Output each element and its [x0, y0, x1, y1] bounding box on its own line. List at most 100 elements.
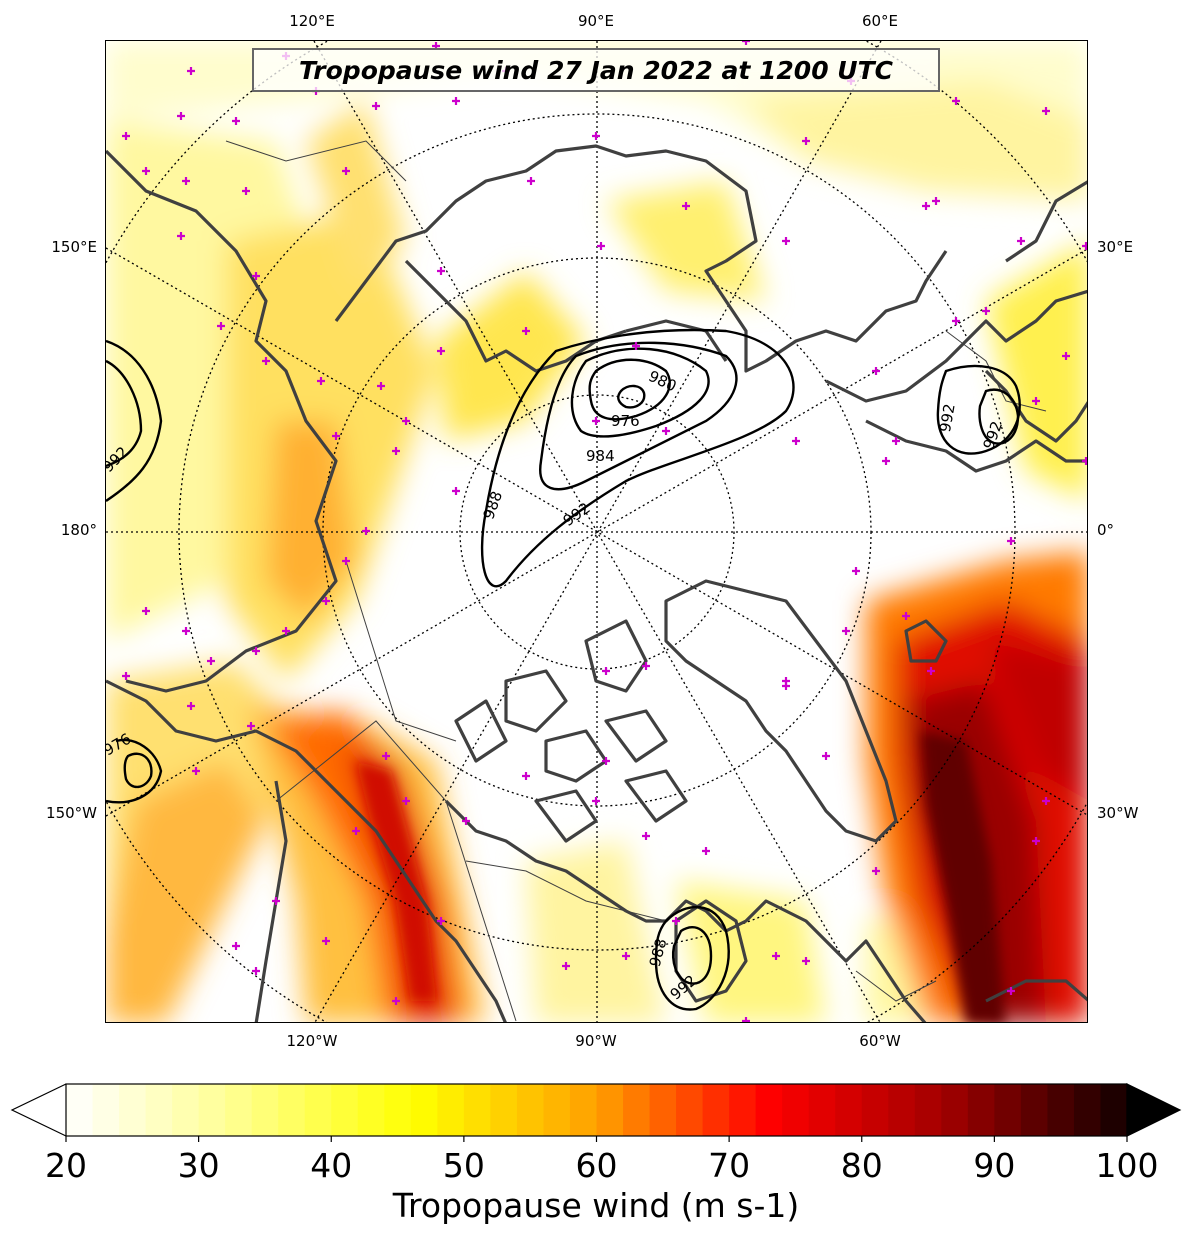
station-marker — [597, 242, 605, 250]
station-marker — [742, 41, 750, 45]
contour-label: 976 — [611, 412, 640, 430]
colorbar-cell — [729, 1084, 757, 1136]
station-marker — [142, 607, 150, 615]
colorbar-tick-label: 70 — [708, 1146, 751, 1185]
station-marker — [187, 702, 195, 710]
colorbar — [10, 1083, 1182, 1142]
station-marker — [1042, 107, 1050, 115]
colorbar-cell — [888, 1084, 916, 1136]
station-marker — [852, 567, 860, 575]
station-marker — [452, 97, 460, 105]
station-marker — [742, 1017, 750, 1022]
colorbar-cell — [1100, 1084, 1128, 1136]
station-marker — [1007, 537, 1015, 545]
station-markers — [122, 41, 1087, 1022]
station-marker — [247, 722, 255, 730]
bottom-tick-90w: 90°W — [575, 1032, 617, 1050]
station-marker — [392, 997, 400, 1005]
contour-label: 988 — [646, 936, 671, 968]
pressure-contours — [106, 328, 1021, 1011]
station-marker — [452, 487, 460, 495]
station-marker — [322, 937, 330, 945]
colorbar-cell — [569, 1084, 598, 1136]
colorbar-tick-label: 40 — [310, 1146, 353, 1185]
colorbar-cell — [410, 1084, 438, 1136]
station-marker — [802, 957, 810, 965]
station-marker — [217, 322, 225, 330]
station-marker — [177, 232, 185, 240]
contour-label: 984 — [586, 447, 615, 465]
station-marker — [602, 757, 610, 765]
colorbar-cell — [198, 1084, 226, 1136]
station-marker — [402, 797, 410, 805]
colorbar-cell — [251, 1084, 279, 1136]
station-marker — [602, 667, 610, 675]
top-tick-90e: 90°E — [577, 12, 615, 30]
right-tick-30e: 30°E — [1097, 238, 1134, 256]
station-marker — [1082, 457, 1087, 465]
borders — [225, 140, 1047, 1022]
station-marker — [1062, 352, 1070, 360]
station-marker — [262, 357, 270, 365]
colorbar-cell — [755, 1084, 783, 1136]
station-marker — [882, 457, 890, 465]
colorbar-cell — [463, 1084, 491, 1136]
station-marker — [232, 942, 240, 950]
station-marker — [322, 597, 330, 605]
colorbar-extend-low — [10, 1083, 67, 1137]
colorbar-tick-label: 20 — [45, 1146, 87, 1185]
station-marker — [1017, 237, 1025, 245]
station-marker — [342, 167, 350, 175]
colorbar-cell — [331, 1084, 359, 1136]
station-marker — [592, 132, 600, 140]
title-box: Tropopause wind 27 Jan 2022 at 1200 UTC — [252, 48, 940, 92]
station-marker — [622, 952, 630, 960]
colorbar-cell — [1073, 1084, 1102, 1136]
station-marker — [922, 202, 930, 210]
station-marker — [902, 612, 910, 620]
map-canvas: 992 980 976 984 988 992 976 988 992 992 … — [106, 41, 1087, 1022]
station-marker — [177, 112, 185, 120]
station-marker — [122, 672, 130, 680]
station-marker — [342, 557, 350, 565]
station-marker — [592, 797, 600, 805]
station-marker — [662, 427, 670, 435]
station-marker — [802, 137, 810, 145]
station-marker — [702, 847, 710, 855]
station-marker — [872, 367, 880, 375]
colorbar-cell — [835, 1084, 863, 1136]
wind-core — [356, 731, 1006, 1022]
station-marker — [122, 132, 130, 140]
station-marker — [332, 432, 340, 440]
station-marker — [372, 102, 380, 110]
colorbar-cell — [516, 1084, 545, 1136]
station-marker — [792, 437, 800, 445]
colorbar-cell — [782, 1084, 810, 1136]
station-marker — [892, 437, 900, 445]
colorbar-cell — [66, 1084, 94, 1136]
colorbar-cell — [172, 1084, 200, 1136]
coastlines — [106, 144, 1087, 1022]
colorbar-extend-high — [1126, 1083, 1182, 1137]
colorbar-cell — [437, 1084, 465, 1136]
station-marker — [362, 527, 370, 535]
bottom-tick-60w: 60°W — [859, 1032, 901, 1050]
colorbar-label: Tropopause wind (m s-1) — [392, 1186, 800, 1225]
colorbar-cell — [861, 1084, 889, 1136]
colorbar-cell — [702, 1084, 730, 1136]
colorbar-cell — [1020, 1084, 1049, 1136]
station-marker — [187, 67, 195, 75]
station-marker — [952, 317, 960, 325]
station-marker — [182, 627, 190, 635]
station-marker — [642, 832, 650, 840]
station-marker — [437, 917, 445, 925]
right-tick-30w: 30°W — [1097, 804, 1139, 822]
station-marker — [782, 677, 790, 685]
station-marker — [952, 97, 960, 105]
station-marker — [1042, 797, 1050, 805]
station-marker — [437, 347, 445, 355]
bottom-tick-120w: 120°W — [286, 1032, 338, 1050]
station-marker — [352, 827, 360, 835]
station-marker — [822, 752, 830, 760]
station-marker — [632, 342, 640, 350]
